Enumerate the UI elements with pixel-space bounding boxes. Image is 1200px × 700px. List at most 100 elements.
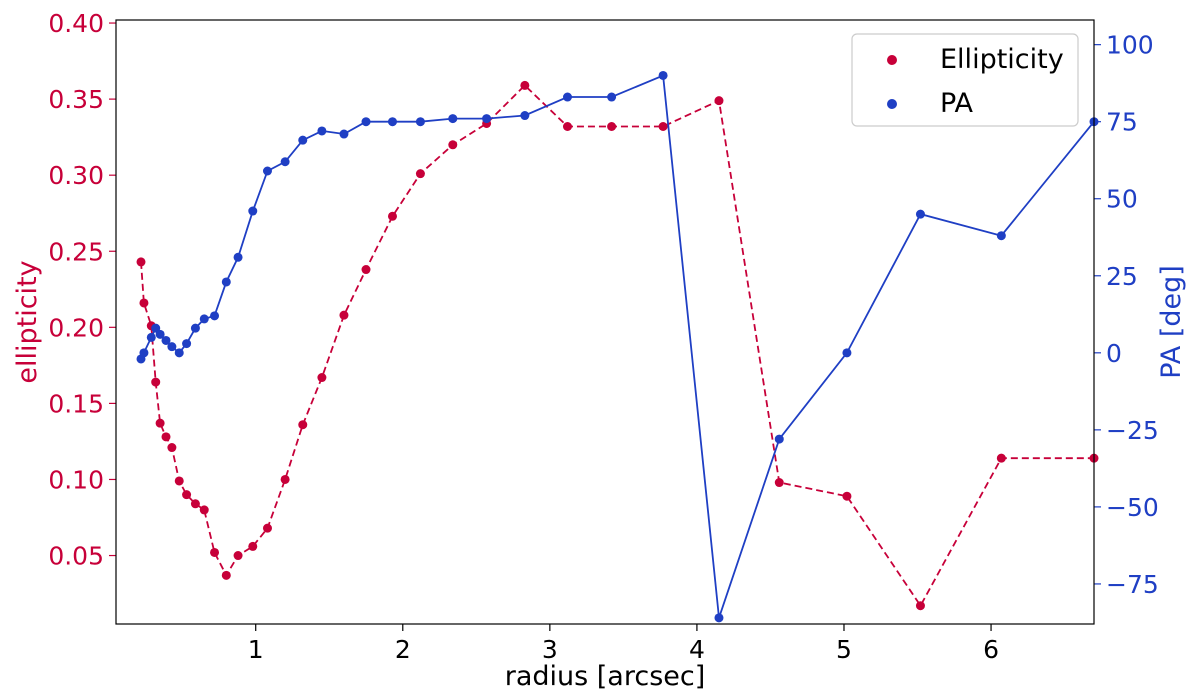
data-point-ellipticity	[842, 491, 852, 501]
data-point-pa	[233, 252, 243, 262]
data-point-pa	[317, 126, 327, 136]
data-point-ellipticity	[280, 474, 290, 484]
data-point-ellipticity	[387, 211, 397, 221]
data-point-pa	[174, 348, 184, 358]
data-point-ellipticity	[167, 443, 177, 453]
data-point-ellipticity	[136, 257, 146, 267]
data-point-pa	[221, 277, 231, 287]
data-point-ellipticity	[339, 310, 349, 320]
data-point-pa	[146, 332, 156, 342]
data-point-pa	[190, 323, 200, 333]
right-axis-ticks: −75 −50 −25 0 25 50 75 100	[1094, 31, 1159, 599]
data-point-ellipticity	[520, 80, 530, 90]
data-point-pa	[774, 434, 784, 444]
data-point-pa	[415, 117, 425, 127]
left-tick-label: 0.35	[48, 85, 104, 114]
x-tick-label: 4	[689, 635, 705, 664]
data-point-pa	[387, 117, 397, 127]
data-point-ellipticity	[161, 432, 171, 442]
right-tick-label: 25	[1106, 262, 1138, 291]
x-axis-label: radius [arcsec]	[505, 661, 706, 692]
data-point-ellipticity	[182, 490, 192, 500]
legend: Ellipticity PA	[851, 33, 1079, 127]
data-point-ellipticity	[155, 418, 165, 428]
data-point-pa	[139, 348, 149, 358]
data-point-ellipticity	[262, 523, 272, 533]
data-point-pa	[562, 92, 572, 102]
data-point-pa	[658, 70, 668, 80]
left-tick-label: 0.30	[48, 161, 104, 190]
data-point-pa	[248, 206, 258, 216]
data-point-pa	[210, 311, 220, 321]
data-point-pa	[339, 129, 349, 139]
right-y-axis-label: PA [deg]	[1156, 265, 1187, 379]
left-tick-label: 0.20	[48, 313, 104, 342]
x-tick-label: 6	[983, 635, 999, 664]
x-tick-label: 2	[395, 635, 411, 664]
data-point-ellipticity	[915, 601, 925, 611]
data-point-pa	[448, 114, 458, 124]
left-tick-label: 0.40	[48, 9, 104, 38]
right-tick-label: 100	[1106, 31, 1154, 60]
left-axis-ticks: 0.05 0.10 0.15 0.20 0.25 0.30 0.35 0.40	[48, 9, 116, 571]
data-point-ellipticity	[139, 298, 149, 308]
right-tick-label: −25	[1106, 416, 1159, 445]
data-point-ellipticity	[415, 169, 425, 179]
series-layer	[136, 70, 1099, 623]
data-point-pa	[520, 111, 530, 121]
data-point-ellipticity	[210, 547, 220, 557]
data-point-ellipticity	[714, 96, 724, 106]
data-point-pa	[262, 166, 272, 176]
data-point-pa	[167, 342, 177, 352]
data-point-ellipticity	[607, 121, 617, 131]
right-tick-label: −50	[1106, 493, 1159, 522]
data-point-ellipticity	[199, 505, 209, 515]
right-tick-label: 50	[1106, 185, 1138, 214]
data-point-pa	[155, 329, 165, 339]
data-point-ellipticity	[361, 265, 371, 275]
data-point-pa	[996, 231, 1006, 241]
data-point-ellipticity	[298, 420, 308, 430]
left-tick-label: 0.15	[48, 389, 104, 418]
data-point-pa	[361, 117, 371, 127]
data-point-ellipticity	[774, 478, 784, 488]
legend-label-ellipticity: Ellipticity	[940, 44, 1064, 75]
data-point-ellipticity	[233, 551, 243, 561]
data-point-pa	[182, 339, 192, 349]
right-tick-label: 0	[1106, 339, 1122, 368]
series-pa	[136, 70, 1099, 623]
data-point-ellipticity	[151, 377, 161, 387]
data-point-pa	[161, 335, 171, 345]
data-point-pa	[714, 613, 724, 623]
data-point-pa	[842, 348, 852, 358]
legend-box	[851, 33, 1079, 127]
data-point-pa	[915, 209, 925, 219]
data-point-ellipticity	[174, 476, 184, 486]
x-axis-ticks: 1 2 3 4 5 6	[248, 624, 999, 664]
x-tick-label: 1	[248, 635, 264, 664]
data-point-ellipticity	[317, 373, 327, 383]
left-tick-label: 0.05	[48, 542, 104, 571]
data-point-ellipticity	[562, 121, 572, 131]
data-point-pa	[280, 157, 290, 167]
right-tick-label: 75	[1106, 108, 1138, 137]
data-point-ellipticity	[996, 453, 1006, 463]
legend-marker-ellipticity	[887, 55, 897, 65]
x-tick-label: 3	[542, 635, 558, 664]
right-tick-label: −75	[1106, 570, 1159, 599]
plot-frame	[115, 19, 1095, 625]
data-point-pa	[482, 114, 492, 124]
data-point-ellipticity	[248, 541, 258, 551]
legend-marker-pa	[887, 99, 897, 109]
data-point-pa	[298, 135, 308, 145]
data-point-ellipticity	[658, 121, 668, 131]
data-point-ellipticity	[190, 499, 200, 509]
data-point-ellipticity	[448, 140, 458, 150]
data-point-ellipticity	[221, 570, 231, 580]
legend-label-pa: PA	[940, 88, 974, 119]
data-point-pa	[199, 314, 209, 324]
left-tick-label: 0.10	[48, 465, 104, 494]
x-tick-label: 5	[836, 635, 852, 664]
left-tick-label: 0.25	[48, 237, 104, 266]
